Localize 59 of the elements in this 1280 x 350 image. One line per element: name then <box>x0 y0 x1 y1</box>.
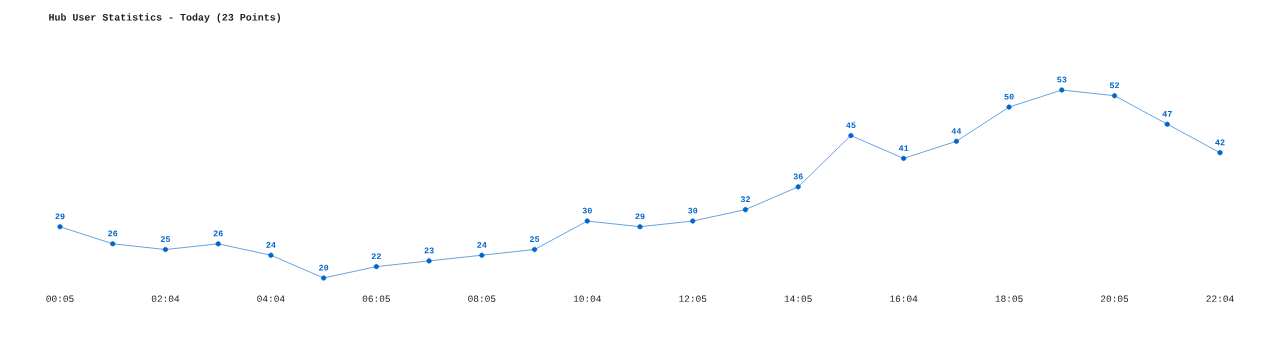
x-tick-label: 20:05 <box>1101 295 1129 302</box>
point <box>268 252 274 258</box>
chart-title: Hub User Statistics - Today (23 Points) <box>49 13 280 23</box>
point <box>584 218 590 224</box>
x-tick-label: 04:04 <box>257 295 285 302</box>
x-tick-label: 12:05 <box>679 295 707 302</box>
point <box>426 258 432 264</box>
point <box>742 207 749 213</box>
point <box>373 264 379 270</box>
data-label: 26 <box>213 230 223 237</box>
data-label: 20 <box>319 264 329 271</box>
data-label: 32 <box>740 196 751 203</box>
point <box>531 246 538 253</box>
point <box>690 218 696 224</box>
data-label: 30 <box>582 207 592 214</box>
point <box>1164 121 1170 127</box>
data-label: 26 <box>108 230 118 237</box>
point <box>479 252 485 258</box>
data-label: 29 <box>635 213 645 220</box>
point <box>1217 150 1223 156</box>
point <box>1006 104 1012 110</box>
data-label: 45 <box>846 122 856 129</box>
data-label: 30 <box>688 207 698 214</box>
point <box>162 246 169 253</box>
x-tick-label: 02:04 <box>151 295 180 302</box>
data-label: 25 <box>529 236 540 242</box>
point <box>110 241 116 247</box>
x-tick-label: 08:05 <box>468 295 496 302</box>
x-tick-label: 16:04 <box>890 295 918 302</box>
x-tick-label: 18:05 <box>995 295 1023 302</box>
data-label: 50 <box>1004 93 1014 100</box>
data-label: 36 <box>793 173 803 180</box>
x-tick-label: 06:05 <box>362 295 390 302</box>
point <box>637 224 643 230</box>
point <box>321 275 327 281</box>
point <box>848 132 854 139</box>
point <box>57 224 63 230</box>
point <box>795 184 801 190</box>
data-label: 24 <box>477 242 487 248</box>
point <box>1111 93 1118 99</box>
data-label: 23 <box>424 247 434 254</box>
data-label: 41 <box>898 145 909 151</box>
point <box>953 138 959 144</box>
x-tick-label: 00:05 <box>46 295 74 302</box>
data-label: 53 <box>1057 76 1067 83</box>
x-tick-label: 14:05 <box>784 295 812 302</box>
data-label: 44 <box>951 128 962 134</box>
data-label: 52 <box>1109 82 1120 89</box>
data-label: 25 <box>160 236 171 242</box>
x-tick-label: 22:04 <box>1206 295 1234 302</box>
data-label: 47 <box>1162 111 1172 117</box>
data-label: 24 <box>266 242 276 248</box>
point <box>901 155 907 161</box>
point <box>1059 87 1065 93</box>
data-label: 22 <box>371 253 381 260</box>
point <box>215 241 221 247</box>
x-tick-label: 10:04 <box>573 295 601 302</box>
data-label: 29 <box>55 213 65 220</box>
data-label: 42 <box>1215 139 1225 146</box>
